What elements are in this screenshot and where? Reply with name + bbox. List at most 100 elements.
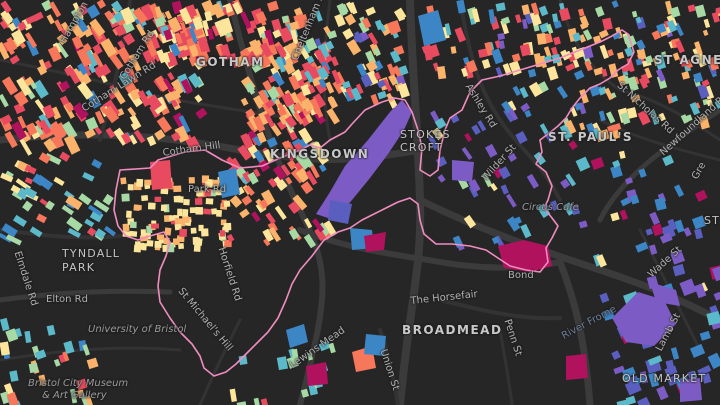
building bbox=[485, 143, 498, 158]
building bbox=[128, 67, 139, 83]
building bbox=[93, 65, 106, 78]
building bbox=[10, 184, 21, 194]
building bbox=[511, 53, 521, 63]
district-boundary bbox=[113, 29, 635, 377]
building bbox=[690, 343, 706, 358]
building bbox=[174, 218, 183, 224]
building bbox=[649, 244, 658, 255]
building bbox=[304, 218, 313, 229]
building bbox=[286, 355, 299, 369]
building bbox=[654, 54, 667, 70]
building bbox=[598, 29, 609, 39]
building bbox=[136, 178, 144, 187]
building bbox=[66, 216, 83, 232]
building bbox=[298, 127, 313, 145]
building bbox=[24, 330, 32, 344]
building bbox=[75, 378, 88, 391]
building bbox=[342, 28, 354, 40]
building bbox=[636, 396, 651, 405]
building bbox=[325, 81, 335, 94]
building bbox=[53, 176, 65, 187]
building bbox=[98, 63, 112, 77]
building bbox=[365, 70, 379, 86]
building bbox=[256, 131, 267, 144]
building bbox=[289, 20, 300, 31]
building bbox=[674, 22, 684, 37]
building bbox=[167, 72, 175, 81]
building bbox=[263, 238, 271, 247]
building bbox=[327, 96, 339, 109]
building bbox=[478, 48, 488, 58]
building bbox=[232, 1, 243, 15]
building bbox=[651, 30, 662, 41]
building bbox=[163, 29, 173, 41]
building bbox=[706, 311, 720, 326]
building bbox=[398, 65, 409, 76]
building bbox=[471, 124, 481, 135]
building bbox=[672, 52, 680, 61]
building bbox=[49, 1, 62, 18]
building bbox=[75, 17, 89, 33]
building bbox=[84, 218, 95, 228]
building bbox=[589, 85, 601, 97]
building bbox=[318, 340, 331, 352]
building bbox=[260, 398, 269, 405]
building bbox=[613, 365, 625, 375]
building bbox=[240, 132, 253, 150]
building bbox=[63, 340, 75, 355]
building bbox=[307, 84, 316, 94]
building bbox=[146, 42, 158, 57]
building bbox=[392, 65, 404, 79]
building bbox=[636, 48, 647, 61]
building bbox=[698, 115, 710, 130]
building bbox=[94, 110, 105, 125]
building bbox=[388, 73, 399, 86]
building bbox=[598, 110, 606, 122]
building bbox=[268, 55, 281, 71]
building bbox=[649, 110, 660, 125]
building bbox=[38, 119, 52, 135]
building bbox=[38, 152, 51, 164]
building bbox=[596, 254, 607, 268]
building bbox=[128, 53, 142, 72]
building bbox=[644, 67, 653, 79]
building bbox=[0, 93, 9, 108]
building bbox=[174, 222, 182, 231]
building bbox=[5, 234, 22, 246]
building bbox=[298, 45, 310, 60]
building bbox=[611, 123, 622, 132]
building bbox=[29, 226, 43, 238]
building bbox=[644, 55, 654, 64]
building bbox=[694, 228, 704, 240]
building bbox=[292, 194, 308, 211]
road-segment bbox=[618, 88, 720, 142]
building bbox=[669, 6, 681, 18]
building bbox=[498, 40, 505, 50]
building bbox=[373, 47, 381, 57]
building bbox=[627, 76, 639, 92]
building bbox=[280, 164, 291, 177]
building bbox=[170, 89, 182, 101]
building bbox=[702, 98, 709, 106]
building bbox=[25, 15, 36, 25]
building bbox=[55, 42, 69, 59]
building bbox=[173, 185, 182, 193]
building bbox=[659, 232, 673, 244]
building bbox=[183, 198, 190, 206]
building bbox=[129, 230, 138, 237]
building bbox=[612, 292, 676, 346]
building bbox=[46, 14, 55, 25]
building bbox=[715, 7, 720, 14]
building bbox=[418, 10, 446, 46]
building bbox=[262, 80, 273, 92]
building bbox=[288, 228, 300, 241]
building bbox=[62, 351, 70, 362]
building bbox=[378, 23, 387, 33]
building bbox=[563, 202, 576, 216]
building bbox=[271, 18, 283, 34]
building bbox=[5, 328, 19, 343]
building bbox=[377, 90, 387, 100]
building bbox=[670, 347, 680, 360]
building bbox=[3, 41, 15, 56]
